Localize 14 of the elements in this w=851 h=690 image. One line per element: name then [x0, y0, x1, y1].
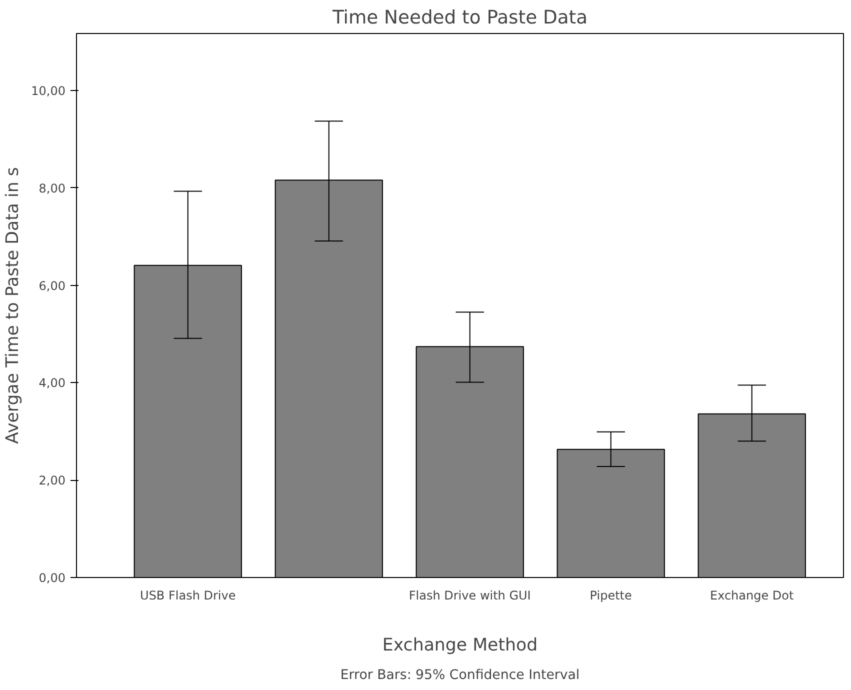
- y-tick-label: 4,00: [38, 376, 66, 390]
- y-tick-label: 8,00: [38, 181, 66, 196]
- x-tick-label: Exchange Dot: [710, 588, 794, 602]
- y-tick-label: 6,00: [38, 278, 66, 293]
- y-axis-title: Avergae Time to Paste Data in s: [3, 167, 24, 444]
- x-axis-title: Exchange Method: [382, 636, 538, 656]
- y-tick-label: 10,00: [31, 84, 66, 98]
- x-tick-label: Pipette: [590, 588, 632, 602]
- x-tick-label: Flash Drive with GUI: [408, 588, 531, 602]
- text: Error Bars: 95% Confidence Interval: [340, 668, 580, 683]
- y-tick-label: 0,00: [38, 571, 66, 585]
- x-tick-label: USB Flash Drive: [140, 588, 236, 602]
- chart-title: Time Needed to Paste Data: [331, 8, 588, 28]
- y-tick-label: 2,00: [38, 474, 66, 488]
